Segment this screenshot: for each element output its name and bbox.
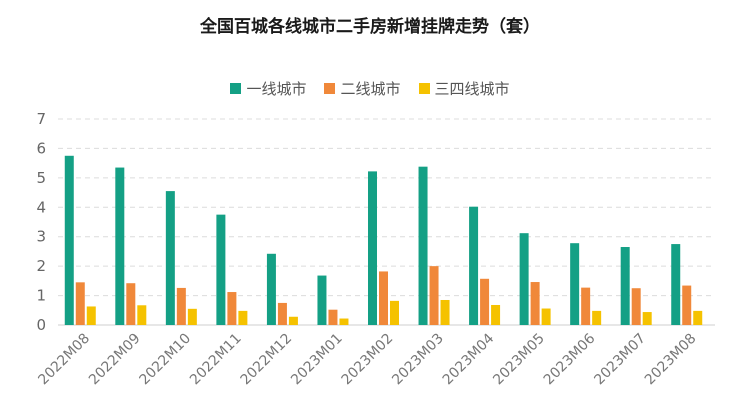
x-tick-label-2022M11: 2022M11 [187,331,245,389]
y-tick-label-2: 2 [36,257,46,275]
bar-tier34-2022M12 [288,316,298,325]
bar-tier1-2023M05 [519,233,529,325]
bar-tier34-2023M01 [339,318,349,325]
bar-tier2-2023M03 [429,266,439,325]
bar-tier2-2023M01 [328,309,338,325]
bar-tier2-2023M05 [530,282,540,325]
x-tick-label-2022M09: 2022M09 [86,331,144,389]
legend-item-tier2[interactable]: 二线城市 [324,78,401,99]
y-tick-label-7: 7 [36,110,46,128]
legend-swatch-tier2 [324,83,336,94]
x-tick-label-2022M12: 2022M12 [238,331,296,389]
bar-tier1-2022M09 [115,167,125,325]
bar-tier34-2023M08 [693,310,703,325]
bar-tier1-2023M06 [570,243,580,325]
legend-label-tier1: 一线城市 [246,80,307,98]
legend-swatch-tier34 [418,83,430,94]
x-tick-label-2023M08: 2023M08 [642,331,700,389]
bar-tier1-2023M01 [317,275,327,325]
legend: 一线城市 二线城市 三四线城市 [0,78,740,99]
bar-tier2-2022M08 [75,282,85,325]
x-tick-label-2023M07: 2023M07 [591,331,649,389]
legend-item-tier34[interactable]: 三四线城市 [418,78,510,99]
bar-tier2-2022M12 [277,302,287,325]
bar-tier34-2022M10 [187,308,197,325]
legend-swatch-tier1 [230,83,242,94]
bar-tier2-2023M02 [379,271,388,325]
bar-tier1-2023M08 [671,244,681,325]
bar-tier2-2022M09 [126,283,136,325]
bar-tier2-2022M11 [227,292,237,325]
bar-tier1-2023M04 [469,206,479,325]
bar-tier1-2022M10 [165,191,175,325]
y-tick-label-0: 0 [36,316,46,334]
y-tick-label-1: 1 [36,287,46,305]
bar-tier2-2023M04 [480,278,490,325]
y-tick-label-6: 6 [36,139,46,157]
bar-tier1-2023M03 [418,166,428,325]
bar-tier2-2023M07 [631,288,641,325]
legend-label-tier34: 三四线城市 [434,80,510,98]
bar-tier34-2022M08 [86,306,96,325]
x-tick-label-2023M04: 2023M04 [440,330,498,388]
bar-tier1-2023M02 [368,171,377,325]
bar-tier34-2022M11 [238,310,248,325]
x-tick-label-2022M08: 2022M08 [35,331,93,389]
bar-tier34-2023M06 [592,310,602,325]
x-tick-label-2022M10: 2022M10 [137,331,195,389]
bar-tier2-2023M08 [682,285,692,325]
x-tick-label-2023M06: 2023M06 [541,330,599,388]
x-tick-label-2023M03: 2023M03 [389,331,447,389]
x-tick-label-2023M05: 2023M05 [490,331,548,389]
legend-label-tier2: 二线城市 [340,80,401,98]
y-tick-label-3: 3 [36,228,46,246]
x-tick-label-2023M01: 2023M01 [288,331,346,389]
y-tick-label-4: 4 [36,198,46,216]
bar-tier1-2023M07 [620,247,630,325]
bar-tier34-2023M03 [440,299,450,325]
bar-tier34-2023M02 [390,300,399,325]
bar-tier34-2023M07 [642,312,652,325]
legend-item-tier1[interactable]: 一线城市 [230,78,306,99]
bar-tier1-2022M08 [64,155,74,325]
y-tick-label-5: 5 [36,169,46,187]
bar-tier34-2023M05 [541,308,551,325]
bar-tier34-2022M09 [137,305,147,325]
bar-tier2-2023M06 [581,287,591,325]
x-tick-label-2023M02: 2023M02 [339,331,397,389]
bar-tier1-2022M11 [216,214,226,325]
chart-title: 全国百城各线城市二手房新增挂牌走势（套） [200,17,540,37]
bar-tier1-2022M12 [266,253,276,325]
bar-tier34-2023M04 [491,304,501,325]
bar-tier2-2022M10 [176,287,186,325]
